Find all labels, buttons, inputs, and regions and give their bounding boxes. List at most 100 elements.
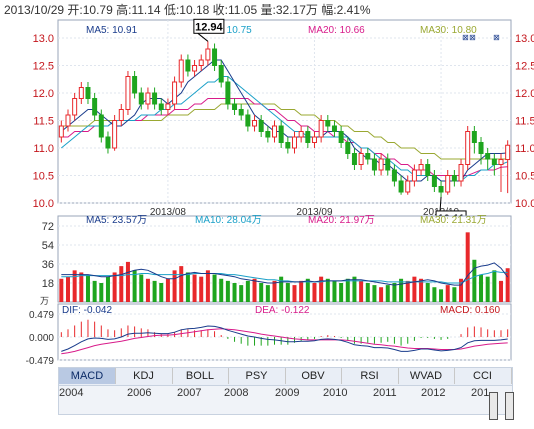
volume-ma-legend-3: MA30: 21.31万	[420, 215, 487, 226]
volume-bar	[132, 270, 137, 302]
candle-body	[431, 175, 437, 187]
event-marker-icon: ⊠	[462, 33, 469, 42]
volume-bar	[485, 276, 490, 302]
volume-bar	[379, 287, 384, 302]
tab-psy[interactable]: PSY	[229, 368, 286, 384]
volume-bar	[292, 285, 297, 302]
volume-bar	[172, 270, 177, 302]
candle-body	[125, 76, 131, 110]
volume-bar	[65, 276, 70, 302]
volume-bar	[192, 274, 197, 302]
volume-bar	[352, 276, 357, 302]
timeline-year-label: 2012	[421, 387, 446, 399]
volume-bar	[385, 285, 390, 302]
tab-wvad[interactable]: WVAD	[398, 368, 455, 384]
candle-body	[138, 92, 144, 105]
timeline-right-handle[interactable]	[505, 392, 514, 420]
tab-macd[interactable]: MACD	[59, 368, 116, 384]
volume-bar	[505, 268, 510, 302]
volume-bar	[365, 283, 370, 302]
candle-body	[338, 131, 344, 143]
candle-body	[272, 125, 278, 138]
volume-bar	[499, 280, 504, 302]
date-tick-label: 2013/08	[150, 207, 187, 218]
volume-bar	[279, 276, 284, 302]
volume-ma5_line	[61, 262, 509, 286]
volume-tick-label: 36	[42, 259, 54, 271]
candle-body	[225, 81, 231, 105]
candle-body	[245, 114, 251, 127]
macd-legend-2: MACD: 0.160	[440, 305, 500, 316]
timeline-year-label: 2010	[323, 387, 348, 399]
candle-body	[325, 120, 331, 127]
timeline-year-label: 2006	[127, 387, 152, 399]
candle-body	[365, 153, 371, 160]
timeline-year-label: 2008	[224, 387, 249, 399]
volume-bar	[179, 266, 184, 302]
volume-bar	[492, 270, 497, 302]
tab-rsi[interactable]: RSI	[342, 368, 399, 384]
candle-body	[212, 48, 218, 66]
change-label: 幅:	[321, 3, 337, 17]
volume-bar	[452, 287, 457, 302]
volume-bar	[185, 272, 190, 302]
price-tick-left: 11.5	[33, 116, 54, 128]
volume-bar	[405, 280, 410, 302]
open-label: 开:	[67, 3, 83, 17]
macd-tick-label: 0.000	[29, 333, 54, 344]
price-panel-frame	[57, 19, 512, 204]
timeline-year-label: 201	[471, 387, 490, 399]
tab-kdj[interactable]: KDJ	[116, 368, 173, 384]
price-tick-right: 12.5	[515, 61, 534, 73]
price-tick-right: 11.0	[515, 143, 534, 155]
price-tick-right: 10.5	[515, 171, 534, 183]
candle-body	[418, 164, 424, 171]
volume-bar	[459, 278, 464, 302]
macd-legend-1: DEA: -0.122	[255, 305, 310, 316]
volume-bar	[445, 285, 450, 302]
volume-bar	[319, 276, 324, 302]
volume-tick-label: 18	[42, 278, 54, 290]
candle-body	[98, 114, 104, 138]
candle-body	[58, 125, 64, 138]
tab-boll[interactable]: BOLL	[172, 368, 229, 384]
low-value: 10.18	[179, 3, 210, 17]
volume-bar	[112, 272, 117, 302]
tab-obv[interactable]: OBV	[285, 368, 342, 384]
candle-body	[178, 59, 184, 83]
price-tick-right: 10.0	[515, 198, 534, 210]
candle-body	[105, 136, 111, 149]
candle-body	[285, 142, 291, 149]
volume-bar	[305, 278, 310, 302]
volume-bar	[79, 272, 84, 302]
candle-body	[165, 103, 171, 110]
candle-body	[232, 103, 238, 110]
event-marker-icon: ⊠	[493, 33, 500, 42]
candle-body	[405, 180, 411, 193]
volume-bar	[85, 274, 90, 302]
volume-bar	[145, 278, 150, 302]
candle-body	[205, 48, 211, 61]
volume-bar	[92, 280, 97, 302]
timeline-navigator[interactable]	[58, 385, 513, 415]
candle-body	[358, 153, 364, 165]
timeline-left-handle[interactable]	[489, 392, 498, 420]
volume-tick-label: 54	[42, 240, 54, 252]
volume-bar	[199, 276, 204, 302]
candle-body	[298, 131, 304, 138]
candle-body	[218, 65, 224, 83]
volume-bar	[399, 278, 404, 302]
tab-cci[interactable]: CCI	[455, 368, 512, 384]
candle-body	[192, 65, 198, 72]
close-value: 11.05	[228, 3, 258, 17]
price-ma-legend-2: MA20: 10.66	[308, 25, 365, 36]
macd-tick-label: 0.479	[29, 310, 54, 321]
volume-bar	[472, 259, 477, 302]
macd-panel-frame	[57, 303, 512, 361]
candle-body	[498, 159, 504, 166]
candle-body	[378, 158, 384, 171]
candle-body	[398, 180, 404, 193]
candle-body	[411, 169, 417, 182]
timeline-year-label: 2007	[177, 387, 202, 399]
volume-bar	[419, 278, 424, 302]
